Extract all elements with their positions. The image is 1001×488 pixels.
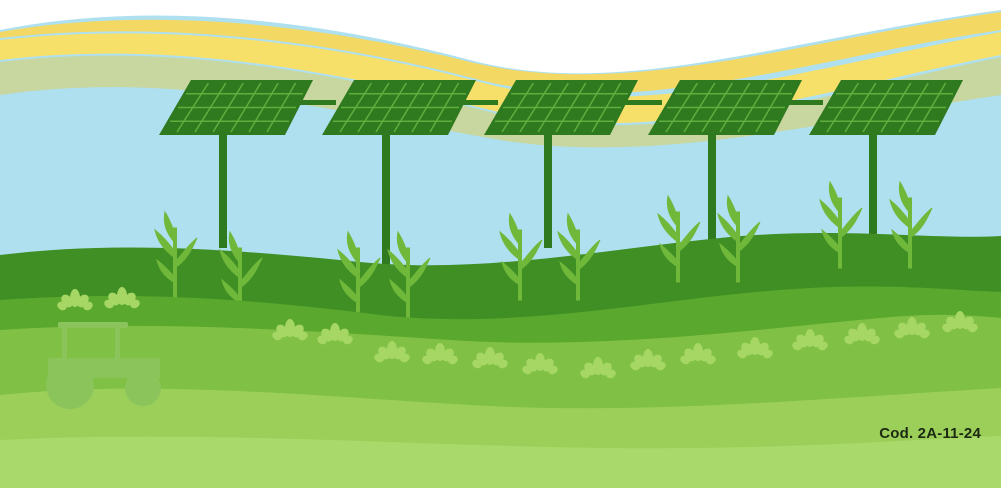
panel-connector <box>283 100 336 105</box>
shrub-row <box>57 287 978 379</box>
shrub-icon <box>104 287 140 309</box>
shrub-icon <box>630 349 666 371</box>
solar-panel-icon <box>809 80 963 135</box>
solar-panel-icon <box>648 80 802 135</box>
shrub-icon <box>792 329 828 351</box>
shrub-icon <box>894 317 930 339</box>
image-code-label: Cod. 2A-11-24 <box>879 425 981 442</box>
hill-foreground <box>0 436 1001 488</box>
shrub-icon <box>844 323 880 345</box>
solar-panel-icon <box>159 80 313 135</box>
sun-band-outer <box>0 12 1001 94</box>
solar-panels <box>159 80 963 135</box>
corn-plant-icon <box>657 194 701 283</box>
crop-row <box>154 180 933 319</box>
corn-plant-icon <box>219 230 263 319</box>
shrub-icon <box>737 337 773 359</box>
tractor-icon <box>46 322 161 409</box>
shrub-icon <box>374 341 410 363</box>
corn-plant-icon <box>557 212 601 301</box>
corn-plant-icon <box>717 194 761 283</box>
corn-plant-icon <box>154 210 198 299</box>
corn-plant-icon <box>337 230 381 319</box>
panel-connector <box>446 100 498 105</box>
solar-pole <box>544 130 552 248</box>
shrub-icon <box>272 319 308 341</box>
shrub-icon <box>422 343 458 365</box>
corn-plant-icon <box>387 230 431 319</box>
shrub-icon <box>472 347 508 369</box>
solar-pole <box>382 130 390 272</box>
panel-connector <box>772 100 823 105</box>
corn-plant-icon <box>889 180 933 269</box>
solar-pole <box>869 130 877 248</box>
shrub-icon <box>317 323 353 345</box>
shrub-icon <box>680 343 716 365</box>
corn-plant-icon <box>499 212 543 301</box>
solar-poles <box>219 130 877 272</box>
solar-pole <box>219 130 227 248</box>
corn-plant-icon <box>819 180 863 269</box>
solar-panel-icon <box>322 80 476 135</box>
top-white-band <box>0 0 1001 74</box>
shrub-icon <box>57 289 93 311</box>
shrub-icon <box>522 353 558 375</box>
shrub-icon <box>942 311 978 333</box>
panel-connector <box>608 100 662 105</box>
solar-pole <box>708 130 716 248</box>
shrub-icon <box>580 357 616 379</box>
solar-panel-icon <box>484 80 638 135</box>
